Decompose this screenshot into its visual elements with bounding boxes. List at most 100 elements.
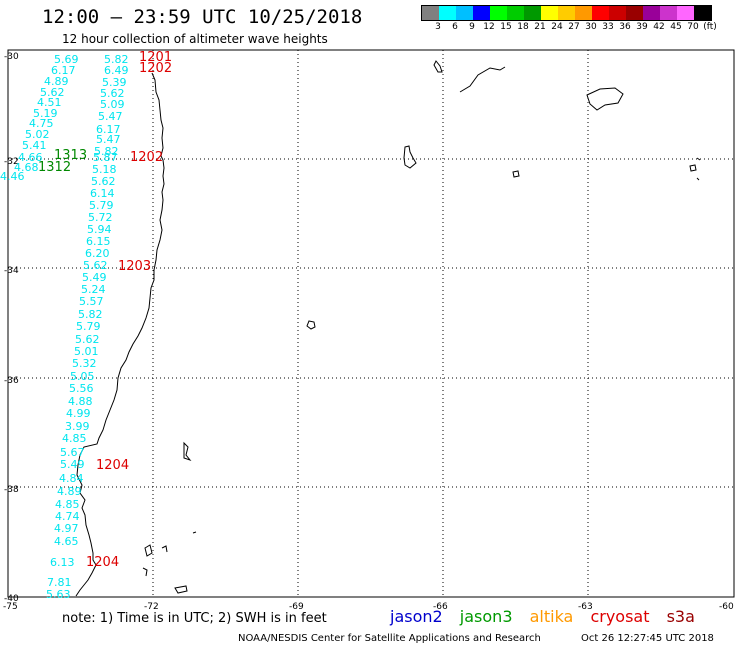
wave-height-value: 4.75 (29, 117, 54, 130)
wave-height-value: 5.69 (54, 53, 79, 66)
scale-label: 9 (469, 22, 475, 32)
legend-item-jason2: jason2 (390, 607, 443, 626)
wave-height-value: 5.24 (81, 283, 106, 296)
scale-swatch (507, 6, 524, 20)
wave-height-value: 6.49 (104, 64, 129, 77)
latitude-label: -32 (4, 157, 19, 167)
scale-swatch (558, 6, 575, 20)
scale-swatch (490, 6, 507, 20)
scale-label: 6 (452, 22, 458, 32)
scale-label: 24 (551, 22, 563, 32)
scale-swatch (524, 6, 541, 20)
islands (142, 60, 701, 594)
graticule (8, 50, 734, 597)
coastline-chile (75, 72, 165, 597)
legend-item-altika: altika (529, 607, 574, 626)
wave-height-value: 6.15 (86, 235, 111, 248)
wave-height-value: 5.56 (69, 382, 94, 395)
scale-swatch (660, 6, 677, 20)
wave-height-value: 5.67 (60, 446, 85, 459)
longitude-label: -66 (433, 602, 448, 612)
wave-height-value: 5.62 (91, 175, 116, 188)
wave-height-value: 5.87 (93, 151, 118, 164)
pass-time-marker: 1313 (54, 148, 88, 163)
wave-height-value: 5.01 (74, 345, 99, 358)
wave-height-value: 5.79 (76, 320, 101, 333)
latitude-label: -40 (4, 594, 19, 604)
wave-height-value: 6.17 (96, 123, 121, 136)
wave-height-value: 5.49 (60, 458, 85, 471)
scale-swatch (422, 6, 439, 20)
wave-height-value: 3.99 (65, 420, 90, 433)
scale-label: (ft) (703, 22, 717, 32)
pass-time-marker: 1204 (96, 458, 130, 473)
wave-height-value: 6.20 (85, 247, 110, 260)
scale-swatch (609, 6, 626, 20)
wave-height-value: 5.02 (25, 128, 50, 141)
scale-label: 70 (687, 22, 699, 32)
latitude-label: -38 (4, 485, 19, 495)
footnote: note: 1) Time is in UTC; 2) SWH is in fe… (62, 611, 327, 626)
wave-height-value: 5.57 (79, 295, 104, 308)
latitude-label: -30 (4, 52, 19, 62)
wave-height-value: 4.89 (57, 485, 82, 498)
scale-label: 39 (636, 22, 648, 32)
wave-height-value: 4.65 (54, 535, 79, 548)
scale-swatch (643, 6, 660, 20)
wave-height-value: 4.51 (37, 96, 62, 109)
longitude-label: -72 (144, 602, 159, 612)
scale-swatch (456, 6, 473, 20)
longitude-label: -75 (3, 602, 18, 612)
scale-swatch (541, 6, 558, 20)
wave-height-value: 4.84 (59, 472, 84, 485)
legend-item-jason3: jason3 (459, 607, 513, 626)
source-credit: NOAA/NESDIS Center for Satellite Applica… (238, 633, 541, 644)
wave-height-value: 5.49 (82, 271, 107, 284)
map-subtitle: 12 hour collection of altimeter wave hei… (62, 32, 328, 46)
color-scale-bar (421, 5, 712, 21)
wave-height-value: 6.14 (90, 187, 115, 200)
scale-swatch (694, 6, 711, 20)
scale-label: 21 (534, 22, 546, 32)
color-scale-labels: 3 6 9 12 15 18 21 24 27 30 33 36 39 42 45 70 (ft) (421, 22, 740, 34)
scale-swatch (473, 6, 490, 20)
scale-label: 42 (653, 22, 665, 32)
wave-height-value: 5.94 (87, 223, 112, 236)
scale-label: 27 (568, 22, 580, 32)
wave-height-value: 5.62 (40, 86, 65, 99)
wave-height-value: 5.19 (33, 107, 58, 120)
wave-height-value: 5.62 (75, 333, 100, 346)
wave-height-value: 5.79 (89, 199, 114, 212)
wave-height-value: 4.85 (62, 432, 87, 445)
scale-label: 36 (619, 22, 631, 32)
longitude-label: -60 (719, 602, 734, 612)
wave-height-value: 5.62 (83, 259, 108, 272)
wave-height-value: 4.74 (55, 510, 80, 523)
wave-height-value: 5.82 (94, 145, 119, 158)
wave-height-value: 5.47 (98, 110, 123, 123)
map-frame (7, 49, 735, 598)
pass-time-marker: 1204 (86, 555, 120, 570)
wave-height-value: 5.18 (92, 163, 117, 176)
longitude-label: -69 (289, 602, 304, 612)
wave-height-value: 5.63 (46, 588, 71, 601)
latitude-label: -36 (4, 376, 19, 386)
wave-height-value: 7.81 (47, 576, 72, 589)
pass-time-marker: 1201 (139, 50, 173, 65)
wave-height-value: 4.97 (54, 522, 79, 535)
scale-swatch (439, 6, 456, 20)
legend-item-cryosat: cryosat (590, 607, 650, 626)
wave-height-value: 4.66 (18, 151, 43, 164)
wave-height-value: 4.68 (14, 161, 39, 174)
wave-height-value: 5.82 (78, 308, 103, 321)
pass-time-marker: 1202 (130, 150, 164, 165)
legend-item-s3a: s3a (666, 607, 695, 626)
scale-label: 45 (670, 22, 682, 32)
scale-label: 18 (517, 22, 529, 32)
pass-time-marker: 1312 (38, 160, 72, 175)
wave-height-value: 5.72 (88, 211, 113, 224)
wave-height-value: 4.88 (68, 395, 93, 408)
pass-time-marker: 1202 (139, 61, 173, 76)
wave-height-value: 5.05 (70, 370, 95, 383)
